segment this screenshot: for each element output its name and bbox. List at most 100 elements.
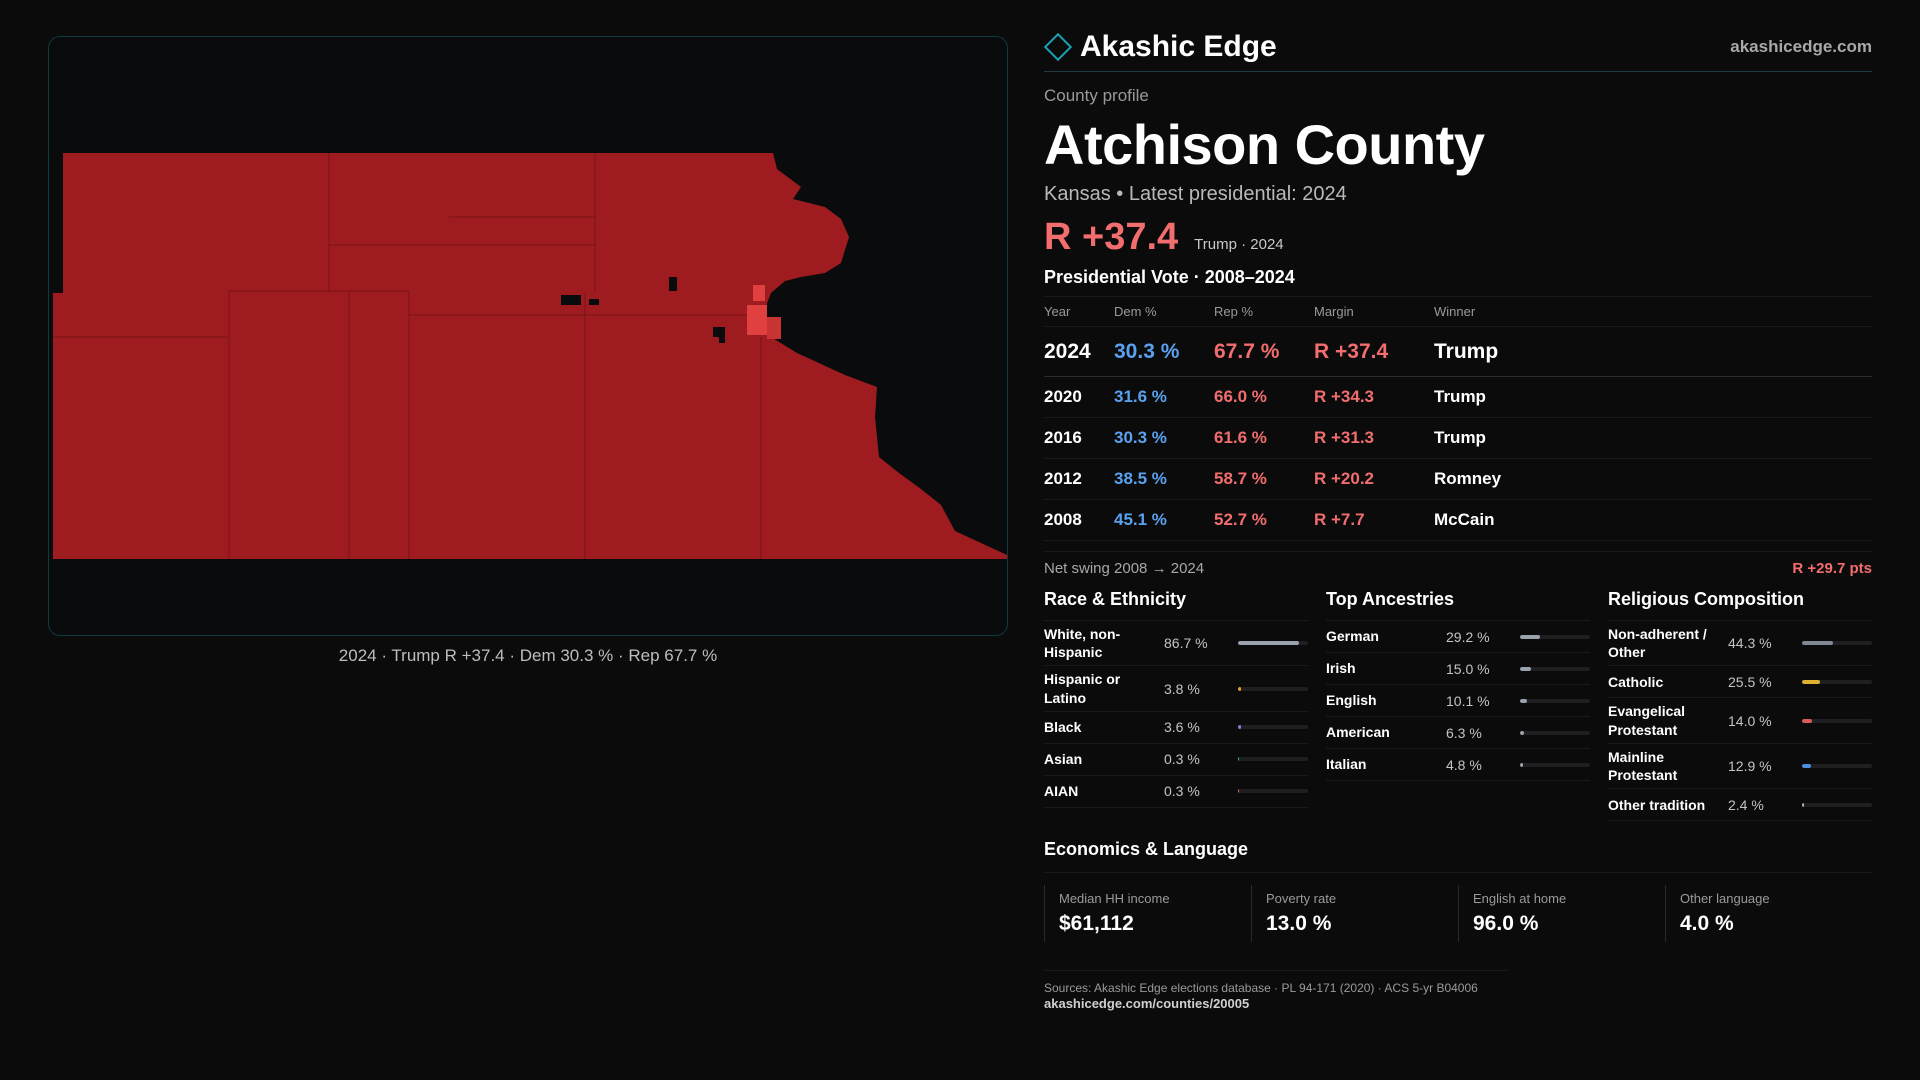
row-margin: R +7.7 (1314, 499, 1434, 541)
row-rep: 52.7 % (1214, 499, 1314, 541)
demo-bar (1802, 802, 1872, 807)
econ-value: 4.0 % (1680, 912, 1734, 936)
demo-bar-fill (1238, 757, 1239, 762)
page-title: Atchison County (1044, 113, 1485, 176)
demo-label: American (1326, 724, 1390, 741)
demo-value: 0.3 % (1164, 751, 1200, 768)
demo-label: Other tradition (1608, 796, 1706, 813)
row-year: 2008 (1044, 499, 1114, 541)
list-item[interactable]: Irish 15.0 % (1326, 653, 1590, 685)
list-item[interactable]: White, non-Hispanic 86.7 % (1044, 621, 1308, 667)
col-dem: Dem % (1114, 296, 1214, 327)
list-item[interactable]: Non-adherent / Other 44.3 % (1608, 621, 1872, 667)
demo-label: Black (1044, 719, 1082, 736)
econ-card-income: Median HH income $61,112 (1044, 885, 1251, 943)
list-item[interactable]: German 29.2 % (1326, 621, 1590, 653)
demo-bar-fill (1520, 730, 1525, 735)
demo-bar (1520, 730, 1590, 735)
row-margin: R +31.3 (1314, 417, 1434, 459)
demo-bar (1802, 641, 1872, 646)
economics-cards: Median HH income $61,112 Poverty rate 13… (1044, 885, 1872, 943)
row-rep: 58.7 % (1214, 458, 1314, 500)
votes-table: Year Dem % Rep % Margin Winner 2024 30.3… (1044, 296, 1872, 541)
list-item[interactable]: Hispanic or Latino 3.8 % (1044, 666, 1308, 712)
demo-label: Non-adherent / Other (1608, 626, 1707, 661)
econ-label: Median HH income (1059, 891, 1170, 907)
list-item[interactable]: Mainline Protestant 12.9 % (1608, 744, 1872, 790)
race-title: Race & Ethnicity (1044, 589, 1308, 621)
demo-bar (1802, 679, 1872, 684)
list-item[interactable]: AIAN 0.3 % (1044, 776, 1308, 808)
row-winner: Trump (1434, 417, 1872, 459)
table-row[interactable]: 2008 45.1 % 52.7 % R +7.7 McCain (1044, 499, 1872, 541)
demo-bar-fill (1520, 698, 1528, 703)
demo-bar (1520, 762, 1590, 767)
demo-bar (1238, 789, 1308, 794)
row-winner: Romney (1434, 458, 1872, 500)
row-year: 2012 (1044, 458, 1114, 500)
demo-bar-fill (1520, 762, 1524, 767)
demo-bar (1238, 641, 1308, 646)
demo-bar-fill (1238, 686, 1241, 691)
table-row[interactable]: 2024 30.3 % 67.7 % R +37.4 Trump (1044, 326, 1872, 377)
col-margin: Margin (1314, 296, 1434, 327)
row-dem: 45.1 % (1114, 499, 1214, 541)
table-row[interactable]: 2016 30.3 % 61.6 % R +31.3 Trump (1044, 417, 1872, 459)
row-year: 2024 (1044, 326, 1114, 377)
econ-card-english: English at home 96.0 % (1458, 885, 1665, 943)
county-shape[interactable] (53, 153, 1007, 559)
urban-area[interactable] (747, 285, 781, 339)
brand-name: Akashic Edge (1080, 29, 1277, 63)
diamond-logo-icon (1043, 32, 1073, 61)
list-item[interactable]: Evangelical Protestant 14.0 % (1608, 698, 1872, 744)
ancestry-section: Top Ancestries German 29.2 % Irish 15.0 % En… (1326, 589, 1590, 821)
sources-url[interactable]: akashicedge.com/counties/20005 (1044, 996, 1250, 1012)
demo-value: 29.2 % (1446, 628, 1490, 645)
sources: Sources: Akashic Edge elections database… (1044, 970, 1508, 1013)
table-row[interactable]: 2020 31.6 % 66.0 % R +34.3 Trump (1044, 376, 1872, 418)
col-year: Year (1044, 296, 1114, 327)
demo-bar (1238, 686, 1308, 691)
row-winner: McCain (1434, 499, 1872, 541)
row-margin: R +20.2 (1314, 458, 1434, 500)
brand[interactable]: Akashic Edge (1043, 29, 1277, 64)
row-rep: 61.6 % (1214, 417, 1314, 459)
demo-label: White, non-Hispanic (1044, 626, 1121, 661)
row-winner: Trump (1434, 326, 1872, 377)
profile-eyebrow: County profile (1044, 86, 1149, 105)
econ-label: English at home (1473, 891, 1567, 907)
county-map-panel[interactable] (48, 36, 1008, 636)
list-item[interactable]: Catholic 25.5 % (1608, 666, 1872, 699)
list-item[interactable]: English 10.1 % (1326, 685, 1590, 717)
demo-value: 2.4 % (1728, 796, 1764, 813)
net-swing-value: R +29.7 pts (1792, 560, 1872, 577)
township-lines (53, 153, 762, 559)
demo-value: 3.8 % (1164, 680, 1200, 697)
demo-bar (1802, 718, 1872, 723)
votes-header-row: Year Dem % Rep % Margin Winner (1044, 296, 1872, 327)
demo-label: Hispanic or Latino (1044, 671, 1121, 706)
list-item[interactable]: Italian 4.8 % (1326, 749, 1590, 781)
list-item[interactable]: Black 3.6 % (1044, 712, 1308, 744)
site-link[interactable]: akashicedge.com (1730, 36, 1872, 56)
net-swing-label: Net swing 2008 → 2024 (1044, 560, 1205, 577)
list-item[interactable]: American 6.3 % (1326, 717, 1590, 749)
list-item[interactable]: Asian 0.3 % (1044, 744, 1308, 776)
row-dem: 30.3 % (1114, 417, 1214, 459)
demo-value: 4.8 % (1446, 756, 1482, 773)
table-row[interactable]: 2012 38.5 % 58.7 % R +20.2 Romney (1044, 458, 1872, 500)
row-rep: 67.7 % (1214, 326, 1314, 377)
list-item[interactable]: Other tradition 2.4 % (1608, 789, 1872, 822)
headline-margin: R +37.4 Trump · 2024 (1044, 216, 1872, 259)
demo-value: 86.7 % (1164, 635, 1208, 652)
economics-title: Economics & Language (1044, 839, 1872, 874)
econ-label: Other language (1680, 891, 1770, 907)
net-swing: Net swing 2008 → 2024 R +29.7 pts (1044, 551, 1872, 577)
row-margin: R +34.3 (1314, 376, 1434, 418)
sources-text: Sources: Akashic Edge elections database… (1044, 981, 1478, 996)
econ-value: $61,112 (1059, 912, 1134, 936)
demo-bar-fill (1520, 666, 1531, 671)
demo-label: Italian (1326, 756, 1367, 773)
row-year: 2020 (1044, 376, 1114, 418)
county-map[interactable] (49, 37, 1008, 636)
